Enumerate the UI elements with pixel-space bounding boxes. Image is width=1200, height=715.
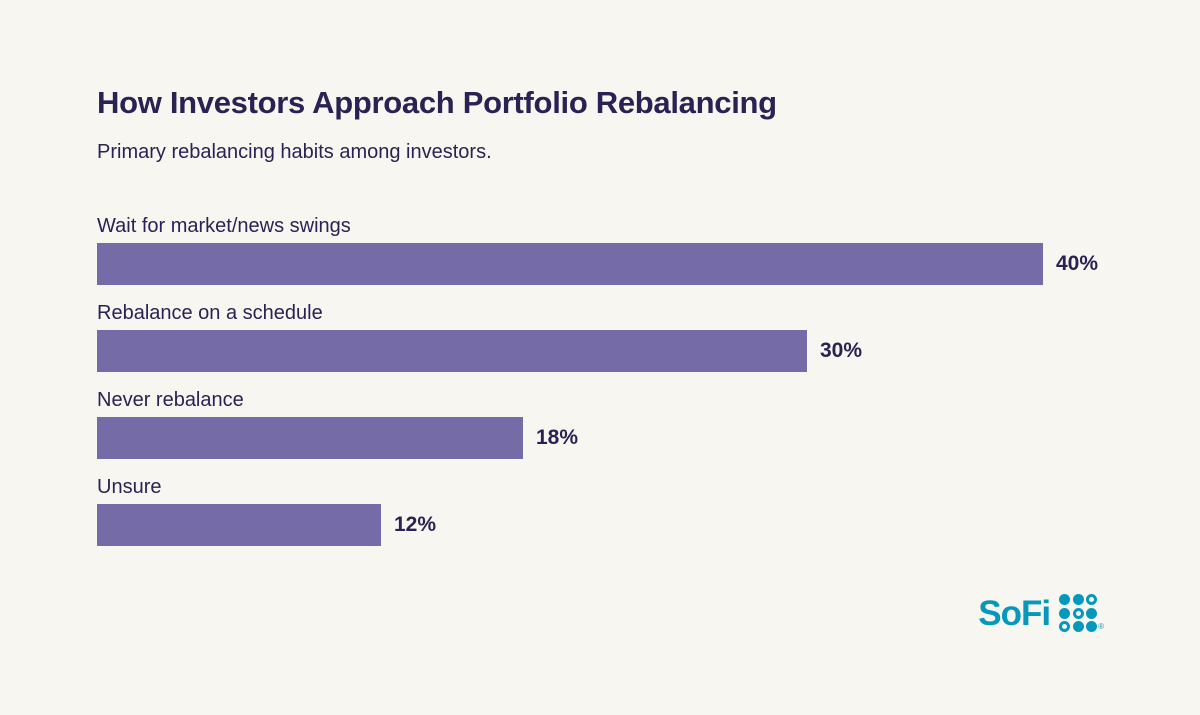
bar-line: 40%: [97, 243, 1103, 286]
bar: [97, 417, 523, 460]
bar-value-label: 18%: [536, 426, 579, 450]
logo-dot-outline: [1059, 621, 1071, 632]
bar-line: 30%: [97, 330, 1103, 373]
logo-dot-filled: [1059, 594, 1071, 605]
infographic: How Investors Approach Portfolio Rebalan…: [97, 85, 1103, 547]
bar-value-label: 12%: [394, 513, 437, 537]
logo-dot-outline: [1072, 607, 1084, 619]
bar-chart: Wait for market/news swings 40% Rebalanc…: [97, 214, 1103, 547]
logo-dot-filled: [1059, 607, 1071, 619]
chart-row: Wait for market/news swings 40%: [97, 214, 1103, 286]
bar-line: 12%: [97, 504, 1103, 547]
page-title: How Investors Approach Portfolio Rebalan…: [97, 85, 777, 120]
bar-line: 18%: [97, 417, 1103, 460]
sofi-logo-text: SoFi: [978, 593, 1051, 633]
logo-dot-filled: [1072, 621, 1084, 632]
sofi-dots-grid-icon: [1059, 594, 1098, 632]
chart-row: Unsure 12%: [97, 475, 1103, 547]
bar-value-label: 40%: [1056, 252, 1099, 276]
page-subtitle: Primary rebalancing habits among investo…: [97, 141, 492, 164]
logo-dot-outline: [1086, 594, 1098, 605]
bar: [97, 504, 381, 547]
chart-row: Rebalance on a schedule 30%: [97, 301, 1103, 373]
chart-row: Never rebalance 18%: [97, 388, 1103, 460]
sofi-logo: SoFi ®: [978, 594, 1104, 632]
bar-value-label: 30%: [820, 339, 863, 363]
bar: [97, 330, 807, 373]
registered-trademark-symbol: ®: [1098, 622, 1104, 631]
logo-dot-filled: [1086, 621, 1098, 632]
bar-category-label: Unsure: [97, 476, 162, 499]
bar-category-label: Never rebalance: [97, 389, 244, 412]
logo-dot-filled: [1086, 607, 1098, 619]
logo-dot-filled: [1072, 594, 1084, 605]
bar-category-label: Rebalance on a schedule: [97, 302, 323, 325]
bar: [97, 243, 1043, 286]
bar-category-label: Wait for market/news swings: [97, 215, 351, 238]
